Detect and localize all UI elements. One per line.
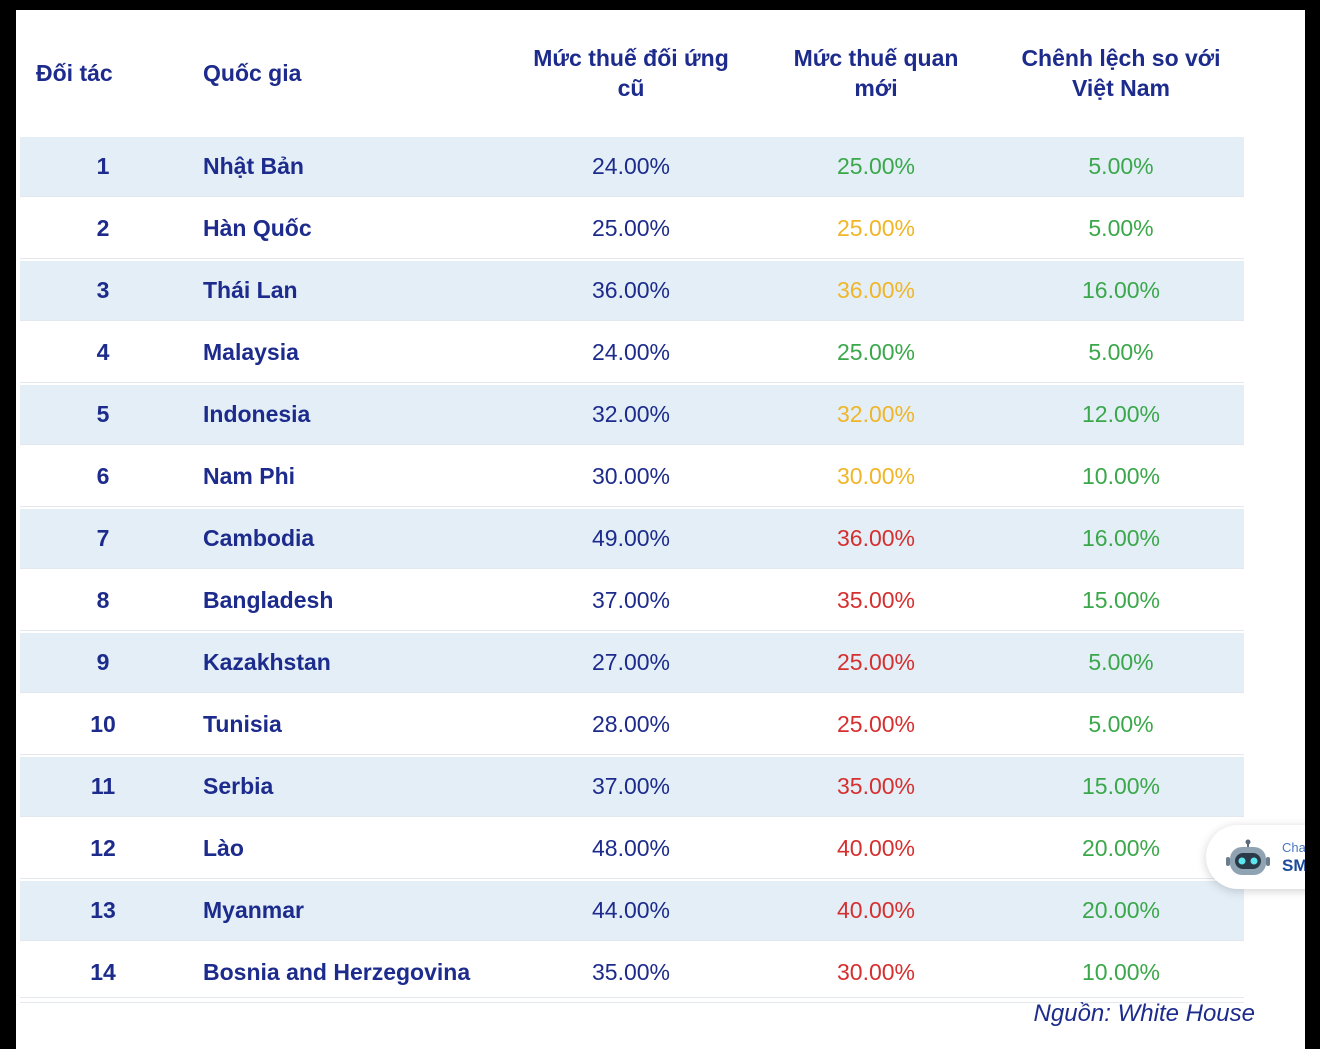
- cell-partner-index: 3: [96, 277, 110, 303]
- cell-partner-index: 5: [96, 401, 110, 427]
- cell-partner-index: 6: [96, 463, 110, 489]
- cell-old-rate: 32.00%: [591, 401, 670, 427]
- cell-old-rate: 27.00%: [591, 649, 670, 675]
- table-row: 4 Malaysia 24.00% 25.00% 5.00%: [20, 323, 1244, 383]
- source-note: Nguồn: White House: [1033, 1000, 1255, 1027]
- cell-old-rate: 24.00%: [591, 339, 670, 365]
- cell-country: Malaysia: [203, 339, 299, 365]
- cell-old-rate: 30.00%: [591, 463, 670, 489]
- header-partner: Đối tác: [36, 59, 113, 86]
- cell-country: Indonesia: [203, 401, 311, 427]
- cell-country: Hàn Quốc: [203, 215, 312, 241]
- cell-new-rate: 25.00%: [836, 711, 915, 737]
- cell-new-rate: 36.00%: [836, 525, 915, 551]
- tariff-table-sheet: Đối tác Quốc gia Mức thuế đối ứng cũ Mức…: [16, 10, 1305, 1049]
- cell-diff-vietnam: 5.00%: [1088, 339, 1154, 365]
- table-body: 1 Nhật Bản 24.00% 25.00% 5.00% 2 Hàn Quốc 25.00…: [20, 137, 1244, 1005]
- cell-old-rate: 36.00%: [591, 277, 670, 303]
- table-row: 6 Nam Phi 30.00% 30.00% 10.00%: [20, 447, 1244, 507]
- cell-old-rate: 48.00%: [591, 835, 670, 861]
- cell-diff-vietnam: 5.00%: [1088, 649, 1154, 675]
- cell-new-rate: 35.00%: [836, 587, 915, 613]
- table-row: 13 Myanmar 44.00% 40.00% 20.00%: [20, 881, 1244, 941]
- cell-diff-vietnam: 12.00%: [1081, 401, 1160, 427]
- cell-old-rate: 28.00%: [591, 711, 670, 737]
- cell-old-rate: 49.00%: [591, 525, 670, 551]
- cell-partner-index: 9: [96, 649, 110, 675]
- cell-country: Kazakhstan: [203, 649, 331, 675]
- cell-new-rate: 35.00%: [836, 773, 915, 799]
- cell-old-rate: 25.00%: [591, 215, 670, 241]
- cell-old-rate: 37.00%: [591, 773, 670, 799]
- cell-diff-vietnam: 15.00%: [1081, 587, 1160, 613]
- cell-new-rate: 36.00%: [836, 277, 915, 303]
- cell-country: Nam Phi: [203, 463, 296, 489]
- table-bottom-divider: [20, 997, 1244, 998]
- table-row: 9 Kazakhstan 27.00% 25.00% 5.00%: [20, 633, 1244, 693]
- cell-partner-index: 12: [90, 835, 116, 861]
- cell-old-rate: 44.00%: [591, 897, 670, 923]
- cell-partner-index: 14: [90, 959, 116, 985]
- table-header: Đối tác Quốc gia Mức thuế đối ứng cũ Mức…: [16, 10, 1244, 135]
- cell-country: Lào: [203, 835, 244, 861]
- cell-partner-index: 7: [96, 525, 110, 551]
- cell-new-rate: 30.00%: [836, 959, 915, 985]
- cell-partner-index: 8: [96, 587, 110, 613]
- cell-diff-vietnam: 10.00%: [1081, 959, 1160, 985]
- cell-new-rate: 25.00%: [836, 649, 915, 675]
- cell-country: Myanmar: [203, 897, 304, 923]
- cell-country: Nhật Bản: [203, 153, 304, 179]
- cell-diff-vietnam: 20.00%: [1081, 897, 1160, 923]
- cell-diff-vietnam: 5.00%: [1088, 711, 1154, 737]
- cell-old-rate: 24.00%: [591, 153, 670, 179]
- chat-widget-label: Cha SM: [1282, 840, 1305, 875]
- table-row: 11 Serbia 37.00% 35.00% 15.00%: [20, 757, 1244, 817]
- chatbot-icon: [1226, 839, 1270, 875]
- cell-country: Tunisia: [203, 711, 282, 737]
- table-row: 7 Cambodia 49.00% 36.00% 16.00%: [20, 509, 1244, 569]
- cell-partner-index: 10: [90, 711, 116, 737]
- cell-old-rate: 35.00%: [591, 959, 670, 985]
- header-new-rate: Mức thuế quan mới: [793, 44, 959, 101]
- cell-partner-index: 1: [96, 153, 110, 179]
- table-row: 12 Lào 48.00% 40.00% 20.00%: [20, 819, 1244, 879]
- table-row: 1 Nhật Bản 24.00% 25.00% 5.00%: [20, 137, 1244, 197]
- chat-widget-button[interactable]: Cha SM: [1206, 825, 1305, 889]
- cell-diff-vietnam: 10.00%: [1081, 463, 1160, 489]
- cell-old-rate: 37.00%: [591, 587, 670, 613]
- cell-country: Thái Lan: [203, 277, 298, 303]
- cell-diff-vietnam: 20.00%: [1081, 835, 1160, 861]
- cell-new-rate: 40.00%: [836, 897, 915, 923]
- cell-diff-vietnam: 15.00%: [1081, 773, 1160, 799]
- cell-new-rate: 25.00%: [836, 215, 915, 241]
- header-old-rate: Mức thuế đối ứng cũ: [533, 44, 729, 101]
- cell-diff-vietnam: 5.00%: [1088, 153, 1154, 179]
- table-row: 10 Tunisia 28.00% 25.00% 5.00%: [20, 695, 1244, 755]
- header-diff-vietnam: Chênh lệch so với Việt Nam: [1021, 44, 1221, 101]
- cell-diff-vietnam: 16.00%: [1081, 277, 1160, 303]
- cell-new-rate: 40.00%: [836, 835, 915, 861]
- cell-country: Bosnia and Herzegovina: [203, 959, 471, 985]
- cell-partner-index: 4: [96, 339, 110, 365]
- table-row: 2 Hàn Quốc 25.00% 25.00% 5.00%: [20, 199, 1244, 259]
- cell-new-rate: 30.00%: [836, 463, 915, 489]
- cell-partner-index: 2: [96, 215, 110, 241]
- cell-country: Serbia: [203, 773, 274, 799]
- cell-partner-index: 13: [90, 897, 116, 923]
- cell-new-rate: 32.00%: [836, 401, 915, 427]
- cell-diff-vietnam: 16.00%: [1081, 525, 1160, 551]
- cell-new-rate: 25.00%: [836, 339, 915, 365]
- cell-new-rate: 25.00%: [836, 153, 915, 179]
- cell-country: Bangladesh: [203, 587, 334, 613]
- table-row: 8 Bangladesh 37.00% 35.00% 15.00%: [20, 571, 1244, 631]
- header-country: Quốc gia: [203, 59, 302, 86]
- cell-partner-index: 11: [90, 773, 116, 799]
- table-row: 3 Thái Lan 36.00% 36.00% 16.00%: [20, 261, 1244, 321]
- cell-diff-vietnam: 5.00%: [1088, 215, 1154, 241]
- table-row: 14 Bosnia and Herzegovina 35.00% 30.00% 10.0…: [20, 943, 1244, 1003]
- table-row: 5 Indonesia 32.00% 32.00% 12.00%: [20, 385, 1244, 445]
- cell-country: Cambodia: [203, 525, 315, 551]
